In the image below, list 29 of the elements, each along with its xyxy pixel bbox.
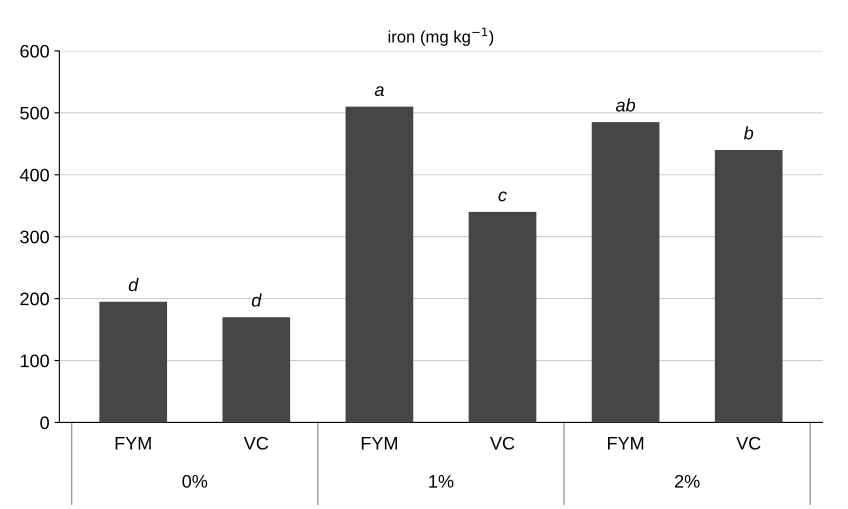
- x-tick-label: FYM: [362, 437, 397, 450]
- data-label: d: [252, 293, 262, 307]
- bar: [346, 106, 414, 422]
- y-tick-label: 400: [20, 168, 49, 182]
- bar: [592, 122, 660, 422]
- data-label: d: [128, 278, 139, 292]
- text: 2%: [675, 474, 700, 488]
- y-tick-label: 500: [20, 106, 49, 120]
- data-label: a: [374, 86, 384, 96]
- text: 0%: [182, 474, 208, 488]
- y-tick-label: 100: [20, 354, 49, 368]
- y-tick-label: 600: [20, 44, 49, 58]
- x-tick-label: VC: [244, 436, 268, 450]
- data-label: ab: [616, 98, 636, 112]
- bar: [222, 317, 290, 422]
- bar: [714, 150, 783, 422]
- x-tick-label: FYM: [116, 437, 151, 450]
- data-label: c: [498, 192, 507, 202]
- x-tick-label: FYM: [608, 437, 644, 450]
- bar: [468, 212, 536, 422]
- y-tick-label: 200: [20, 292, 49, 306]
- y-tick-label: 300: [20, 230, 49, 244]
- text: 1%: [429, 475, 454, 488]
- x-tick-label: VC: [490, 436, 514, 450]
- data-label: b: [744, 126, 754, 140]
- x-tick-label: VC: [736, 436, 761, 450]
- chart-title: iron (mg kg$^{−1}$): [388, 28, 494, 46]
- bar: [99, 302, 168, 422]
- y-tick-label: 0: [40, 416, 49, 430]
